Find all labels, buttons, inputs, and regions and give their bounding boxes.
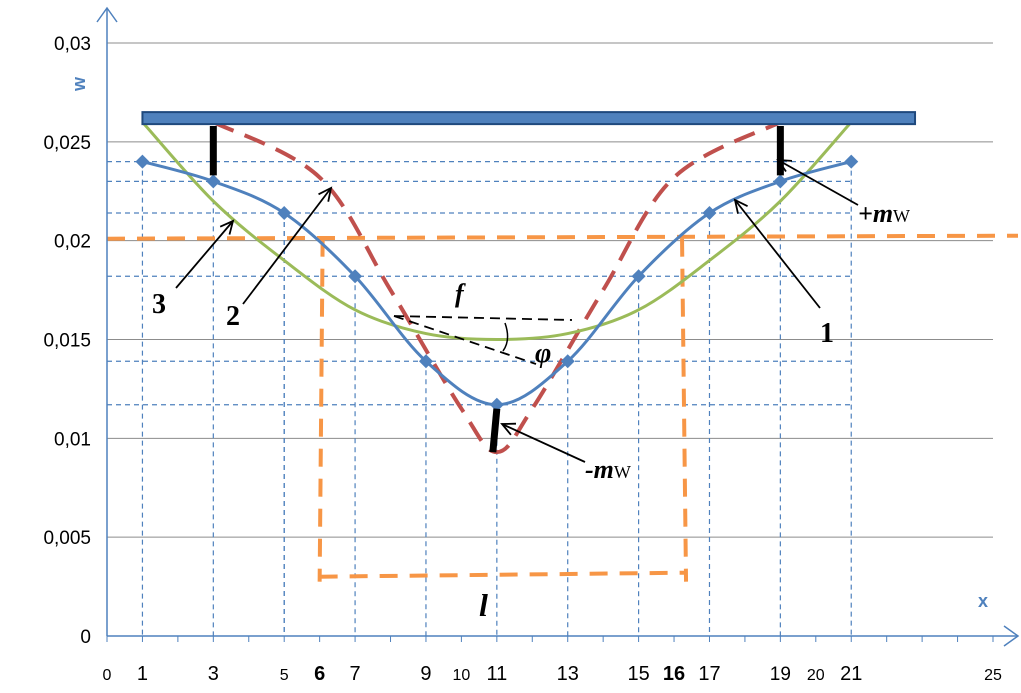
- x-tick-label: 1: [137, 663, 148, 685]
- arrow-minus-mw-head: [500, 422, 517, 436]
- arrow-curve-2-head: [318, 186, 333, 202]
- l-label: l: [479, 587, 488, 623]
- orange-bottom-line: [319, 570, 687, 579]
- orange-frame: [106, 233, 1019, 582]
- series-1-point: [773, 174, 788, 189]
- x-tick-label: 7: [350, 663, 361, 685]
- beam-bar: [141, 111, 917, 126]
- y-tick-label: 0,015: [43, 331, 91, 352]
- series-3-line: [141, 121, 853, 342]
- series-1-point: [631, 269, 646, 284]
- x-tick-label: 9: [420, 663, 431, 685]
- x-tick-label: 19: [770, 664, 791, 685]
- arrow-plus-mw-head: [776, 158, 793, 173]
- phi-label: φ: [535, 338, 551, 369]
- series-1-point: [206, 174, 221, 189]
- series-1-line: [142, 160, 852, 407]
- orange-right-line: [680, 238, 689, 582]
- y-axis-title: w: [69, 76, 89, 92]
- y-tick-label: 0,025: [43, 133, 91, 154]
- x-tick-label: 17: [698, 663, 720, 685]
- phi-arc: [502, 322, 509, 352]
- curve-3-label: 3: [152, 289, 166, 320]
- x-tick-label: 5: [280, 667, 289, 684]
- x-tick-label: 21: [840, 663, 862, 685]
- y-axis-arrow: [96, 6, 118, 23]
- curve-1-label: 1: [820, 318, 834, 349]
- minus-mw-sub: W: [614, 462, 631, 482]
- f-label: f: [455, 279, 466, 308]
- mw-bar-bottom: [489, 408, 501, 453]
- x-tick-label: 13: [557, 663, 579, 685]
- f-dash-line: [393, 315, 573, 321]
- curve-2-label: 2: [226, 301, 240, 332]
- minus-mw-main: -m: [585, 455, 614, 484]
- axes: [96, 6, 1020, 647]
- x-tick-label: 10: [453, 667, 471, 684]
- y-tick-label: 0,005: [43, 528, 91, 549]
- arrow-curve-3: [175, 220, 234, 289]
- series-1-point: [702, 205, 717, 220]
- series-1-point: [844, 154, 859, 169]
- arrow-minus-mw: [501, 423, 586, 463]
- series-2-line: [212, 120, 782, 455]
- y-tick-label: 0,03: [54, 34, 91, 55]
- y-tick-label: 0,01: [54, 429, 91, 450]
- guide-lines: [107, 161, 852, 636]
- x-tick-label: 0: [103, 667, 112, 684]
- x-tick-label: 11: [486, 663, 507, 685]
- plus-mw-label: +mW: [858, 199, 910, 228]
- arrow-plus-mw: [777, 159, 859, 206]
- x-tick-label: 16: [663, 663, 685, 685]
- x-tick-label: 20: [807, 667, 825, 684]
- x-tick-label: 15: [627, 663, 649, 685]
- arrow-curve-2: [242, 187, 332, 305]
- orange-left-line: [317, 238, 325, 582]
- series-1-point: [489, 397, 504, 412]
- series-1-point: [418, 354, 433, 369]
- beam: [141, 111, 917, 126]
- series-1-point: [135, 154, 150, 169]
- plus-mw-main: +m: [858, 199, 893, 228]
- phi-dash-line: [393, 315, 537, 365]
- x-axis-arrow: [1003, 625, 1020, 647]
- x-axis-title: x: [978, 591, 988, 611]
- plus-mw-sub: W: [893, 206, 910, 226]
- series-1-point: [348, 269, 363, 284]
- arrow-curve-3-head: [219, 219, 235, 235]
- y-tick-label: 0,02: [54, 232, 91, 253]
- grid: [107, 42, 993, 538]
- arrow-curve-1: [734, 199, 821, 309]
- x-tick-label: 3: [208, 663, 219, 685]
- x-tick-label: 25: [984, 667, 1002, 684]
- series-1-point: [277, 205, 292, 220]
- series-1-point: [560, 354, 575, 369]
- orange-level-line: [106, 233, 1019, 241]
- series-group: [135, 120, 859, 455]
- minus-mw-label: -mW: [585, 455, 631, 484]
- x-tick-label: 6: [314, 663, 325, 685]
- arrow-curve-1-head: [733, 198, 748, 214]
- y-tick-label: 0: [80, 627, 91, 648]
- annotation-marks: [175, 126, 859, 463]
